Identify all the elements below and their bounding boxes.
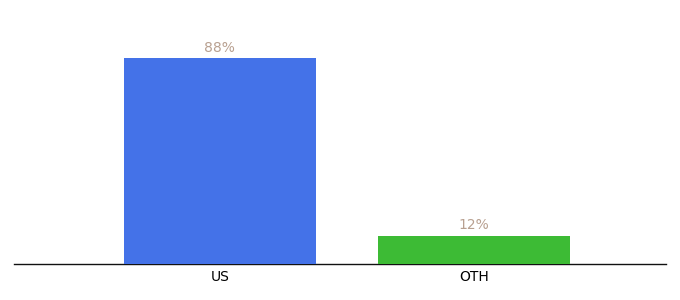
Text: 12%: 12% <box>458 218 490 233</box>
Bar <box>378 236 571 264</box>
Bar <box>124 58 316 264</box>
Text: 88%: 88% <box>204 40 235 55</box>
